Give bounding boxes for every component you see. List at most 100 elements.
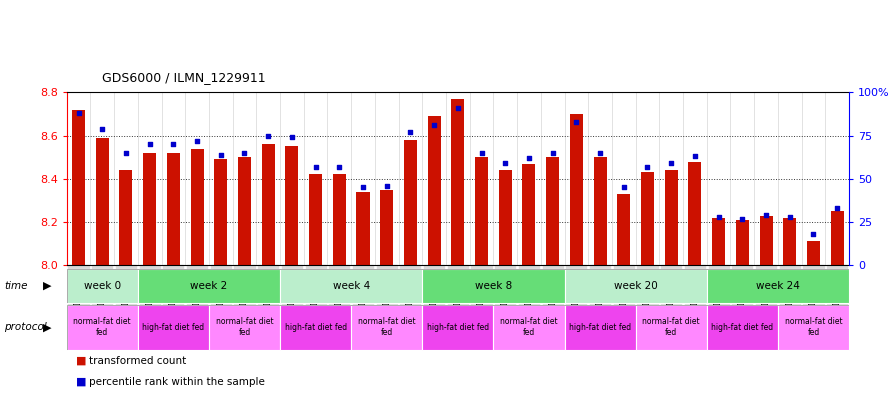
Point xyxy=(95,125,109,132)
Bar xyxy=(119,170,132,265)
Text: normal-fat diet
fed: normal-fat diet fed xyxy=(785,318,842,337)
Point xyxy=(427,122,441,129)
Bar xyxy=(665,170,677,265)
Bar xyxy=(499,170,512,265)
Bar xyxy=(778,305,849,350)
Bar xyxy=(712,218,725,265)
Bar xyxy=(783,218,797,265)
Bar xyxy=(636,305,707,350)
Bar xyxy=(67,269,138,303)
Point xyxy=(71,110,85,116)
Point xyxy=(593,150,607,156)
Bar xyxy=(688,162,701,265)
Text: transformed count: transformed count xyxy=(89,356,186,366)
Text: ■: ■ xyxy=(76,377,86,387)
Text: protocol: protocol xyxy=(4,322,47,332)
Bar xyxy=(280,269,422,303)
Point xyxy=(332,163,347,170)
Bar xyxy=(565,305,636,350)
Point xyxy=(735,215,749,222)
Point xyxy=(380,183,394,189)
Bar xyxy=(285,147,299,265)
Text: normal-fat diet
fed: normal-fat diet fed xyxy=(74,318,131,337)
Bar xyxy=(422,305,493,350)
Bar xyxy=(736,220,749,265)
Text: week 8: week 8 xyxy=(475,281,512,291)
Bar xyxy=(475,157,488,265)
Bar xyxy=(96,138,108,265)
Bar xyxy=(309,174,322,265)
Text: normal-fat diet
fed: normal-fat diet fed xyxy=(358,318,415,337)
Point xyxy=(569,119,583,125)
Point xyxy=(356,184,370,191)
Bar xyxy=(280,305,351,350)
Text: high-fat diet fed: high-fat diet fed xyxy=(569,323,631,332)
Text: high-fat diet fed: high-fat diet fed xyxy=(284,323,347,332)
Bar xyxy=(404,140,417,265)
Text: percentile rank within the sample: percentile rank within the sample xyxy=(89,377,265,387)
Text: week 20: week 20 xyxy=(613,281,658,291)
Bar xyxy=(565,269,707,303)
Point xyxy=(261,132,276,139)
Bar xyxy=(641,173,654,265)
Text: week 2: week 2 xyxy=(190,281,228,291)
Bar xyxy=(167,153,180,265)
Point xyxy=(451,105,465,111)
Point xyxy=(617,184,631,191)
Text: high-fat diet fed: high-fat diet fed xyxy=(711,323,773,332)
Point xyxy=(237,150,252,156)
Bar xyxy=(214,160,228,265)
Bar xyxy=(707,269,849,303)
Point xyxy=(830,205,845,211)
Text: normal-fat diet
fed: normal-fat diet fed xyxy=(643,318,700,337)
Bar xyxy=(428,116,441,265)
Text: high-fat diet fed: high-fat diet fed xyxy=(427,323,489,332)
Bar xyxy=(707,305,778,350)
Point xyxy=(546,150,560,156)
Point xyxy=(119,150,133,156)
Point xyxy=(404,129,418,135)
Bar xyxy=(209,305,280,350)
Bar xyxy=(422,269,565,303)
Text: high-fat diet fed: high-fat diet fed xyxy=(142,323,204,332)
Point xyxy=(664,160,678,166)
Point xyxy=(498,160,512,166)
Bar xyxy=(351,305,422,350)
Point xyxy=(806,231,821,237)
Bar xyxy=(452,99,464,265)
Bar xyxy=(143,153,156,265)
Text: normal-fat diet
fed: normal-fat diet fed xyxy=(501,318,557,337)
Bar xyxy=(830,211,844,265)
Point xyxy=(475,150,489,156)
Bar xyxy=(261,144,275,265)
Bar xyxy=(380,190,393,265)
Text: ▶: ▶ xyxy=(43,322,52,332)
Point xyxy=(522,155,536,161)
Point xyxy=(190,138,204,144)
Bar xyxy=(546,157,559,265)
Bar xyxy=(523,164,535,265)
Point xyxy=(142,141,156,147)
Bar xyxy=(594,157,606,265)
Text: ■: ■ xyxy=(76,356,86,366)
Point xyxy=(711,214,725,220)
Bar xyxy=(570,114,583,265)
Text: week 4: week 4 xyxy=(332,281,370,291)
Point xyxy=(782,214,797,220)
Bar xyxy=(138,305,209,350)
Point xyxy=(213,151,228,158)
Point xyxy=(166,141,180,147)
Bar xyxy=(356,192,370,265)
Point xyxy=(308,163,323,170)
Bar xyxy=(72,110,85,265)
Bar xyxy=(332,174,346,265)
Text: ▶: ▶ xyxy=(43,281,52,291)
Bar xyxy=(617,194,630,265)
Text: week 0: week 0 xyxy=(84,281,121,291)
Bar xyxy=(138,269,280,303)
Bar xyxy=(493,305,565,350)
Text: normal-fat diet
fed: normal-fat diet fed xyxy=(216,318,273,337)
Point xyxy=(640,163,654,170)
Point xyxy=(759,212,773,218)
Bar xyxy=(807,242,820,265)
